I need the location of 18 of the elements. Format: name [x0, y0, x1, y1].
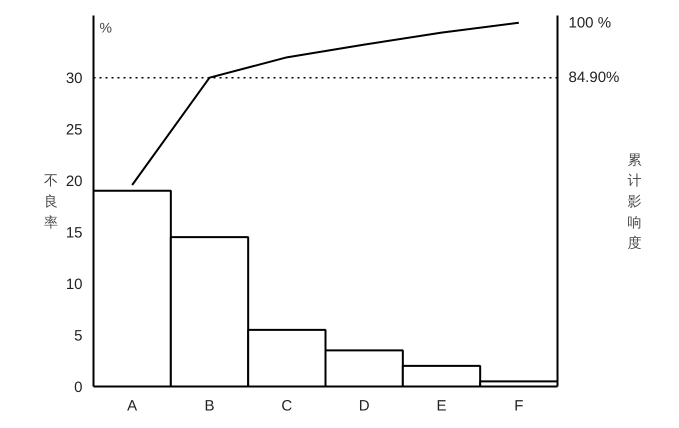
x-tick-label: D — [358, 398, 370, 414]
y-axis-title: 不良率 — [44, 172, 58, 230]
y-tick-label: 10 — [66, 276, 83, 293]
y-tick-label: 30 — [66, 70, 83, 87]
x-tick-label: A — [127, 398, 138, 414]
annotation: % — [100, 20, 112, 36]
y-tick-label: 0 — [74, 379, 82, 396]
y-tick-label: 5 — [74, 327, 82, 344]
x-tick-label: B — [204, 398, 215, 414]
x-tick-label: C — [281, 398, 292, 414]
y2-tick-label: 100 % — [568, 14, 612, 32]
y2-tick-label: 84.90% — [568, 69, 620, 86]
y2-axis-title: 累计影响度 — [627, 151, 642, 251]
y-tick-label: 25 — [66, 121, 83, 138]
y-tick-label: 20 — [66, 172, 83, 190]
x-tick-label: F — [514, 398, 524, 414]
x-tick-label: E — [436, 398, 447, 414]
y-tick-label: 15 — [66, 224, 83, 242]
